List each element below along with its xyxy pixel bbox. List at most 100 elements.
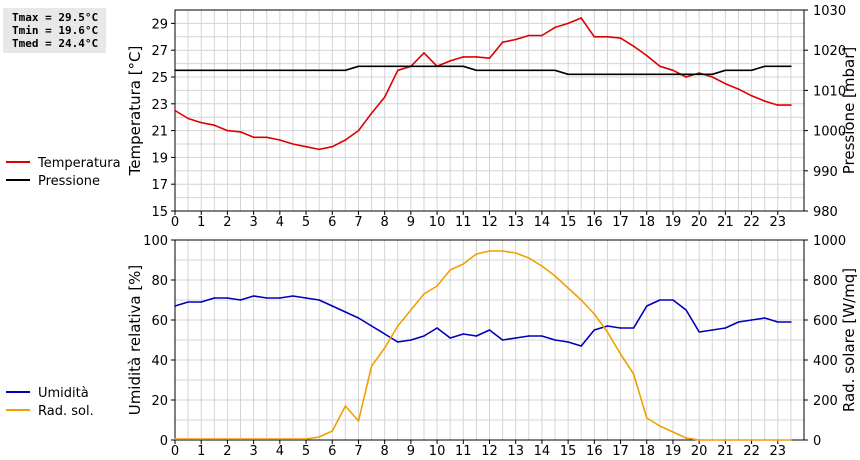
top-series-pressione-point xyxy=(226,69,229,72)
bottom-series-rad-sol-point xyxy=(397,325,399,327)
top-series-pressione-point xyxy=(501,69,504,72)
bottom-series-umidit-point xyxy=(397,341,399,343)
bottom-series-umidit-point xyxy=(685,309,687,311)
top-series-pressione-point xyxy=(580,73,582,76)
top-series-pressione-point xyxy=(213,69,216,72)
top-x-tick-label: 7 xyxy=(354,215,362,230)
top-series-temperatura-point xyxy=(659,65,661,68)
bottom-series-rad-sol-point xyxy=(252,438,255,440)
top-series-temperatura-point xyxy=(606,36,609,38)
bottom-x-tick-label: 0 xyxy=(171,444,179,459)
tmed-text: Tmed = 24.4°C xyxy=(12,37,99,50)
bottom-series-rad-sol-point xyxy=(606,331,609,333)
bottom-series-umidit-line xyxy=(174,295,791,347)
top-series-temperatura-point xyxy=(593,36,596,38)
bottom-series-rad-sol-point xyxy=(357,420,360,422)
top-series-temperatura-point xyxy=(279,139,281,141)
bottom-y2-tick-label: 600 xyxy=(813,314,838,329)
bottom-series-umidit-point xyxy=(265,297,268,299)
bottom-series-umidit-point xyxy=(698,331,700,333)
top-x-tick-label: 1 xyxy=(197,215,205,230)
bottom-series-rad-sol-point xyxy=(344,405,347,407)
bottom-series-umidit-point xyxy=(750,319,753,321)
bottom-series-rad-sol-point xyxy=(383,347,386,349)
bottom-x-tick-label: 1 xyxy=(197,444,205,459)
top-series-temperatura-point xyxy=(292,143,294,145)
top-x-tick-label: 11 xyxy=(455,215,472,230)
bottom-y-tick-label: 80 xyxy=(151,274,168,289)
top-series-temperatura-point xyxy=(174,109,176,112)
top-y-tick-label: 27 xyxy=(151,44,168,59)
bottom-series-umidit-point xyxy=(462,333,465,335)
bottom-series-rad-sol-point xyxy=(213,438,216,440)
top-y-tick-label: 15 xyxy=(151,205,168,220)
bottom-series-rad-sol-line xyxy=(175,250,791,441)
bottom-series-umidit-point xyxy=(475,335,478,337)
bottom-x-tick-label: 23 xyxy=(770,444,787,459)
top-series-temperatura-point xyxy=(672,69,674,72)
top-series-temperatura-point xyxy=(685,76,687,78)
bottom-series-rad-sol-point xyxy=(737,439,740,441)
bottom-x-tick-label: 2 xyxy=(223,444,231,459)
top-series-temperatura-point xyxy=(318,148,320,151)
top-series-pressione-point xyxy=(488,69,491,72)
top-series-pressione-point xyxy=(383,65,386,68)
top-x-tick-label: 10 xyxy=(429,215,446,230)
bottom-series-rad-sol-point xyxy=(554,275,556,277)
top-x-tick-label: 3 xyxy=(249,215,257,230)
top-series-temperatura-point xyxy=(187,117,189,120)
bottom-series-umidit-point xyxy=(501,339,504,341)
top-series-pressione-point xyxy=(252,69,255,72)
top-series-temperatura-point xyxy=(501,41,504,43)
bottom-series-umidit-point xyxy=(790,321,792,323)
bottom-series-umidit-point xyxy=(554,339,556,341)
bottom-series-rad-sol-point xyxy=(698,439,700,441)
top-x-tick-label: 5 xyxy=(302,215,310,230)
top-y2-tick-label: 1010 xyxy=(813,84,846,99)
top-x-tick-label: 18 xyxy=(638,215,655,230)
top-series-pressione-point xyxy=(672,73,674,76)
top-series-pressione-point xyxy=(698,73,700,76)
top-ylabel: Temperatura [°C] xyxy=(126,46,144,177)
top-series-pressione-point xyxy=(763,65,766,68)
bottom-series-rad-sol-point xyxy=(580,299,582,301)
top-series-pressione-point xyxy=(750,69,753,72)
bottom-x-tick-label: 3 xyxy=(249,444,257,459)
top-series-pressione-point xyxy=(619,73,622,76)
top-y-tick-label: 29 xyxy=(151,17,168,32)
bottom-series-rad-sol-point xyxy=(239,438,242,440)
top-series-temperatura-point xyxy=(252,136,255,139)
bottom-series-umidit-point xyxy=(672,299,674,301)
bottom-series-rad-sol-point xyxy=(449,269,452,271)
top-series-pressione-point xyxy=(239,69,242,72)
bottom-series-umidit-point xyxy=(383,333,386,335)
bottom-series-umidit-point xyxy=(410,339,412,341)
top-series-pressione-point xyxy=(357,65,360,68)
top-series-pressione-point xyxy=(462,65,465,68)
bottom-series-rad-sol-point xyxy=(265,438,268,440)
top-y2label: Pressione [mbar] xyxy=(840,47,858,175)
top-series-pressione-point xyxy=(436,65,438,68)
bottom-series-rad-sol-point xyxy=(331,430,334,432)
bottom-y-tick-label: 60 xyxy=(151,314,168,329)
top-series-pressione-point xyxy=(200,69,202,72)
bottom-series-rad-sol-point xyxy=(436,285,438,287)
top-series-temperatura-point xyxy=(737,88,740,90)
bottom-series-umidit-point xyxy=(252,295,255,297)
legend-label-rad-sol: Rad. sol. xyxy=(38,404,94,419)
top-series-temperatura-point xyxy=(383,96,386,98)
bottom-series-umidit-point xyxy=(646,305,648,307)
bottom-x-tick-label: 8 xyxy=(381,444,389,459)
bottom-series-umidit-point xyxy=(777,321,779,323)
top-series-temperatura-point xyxy=(239,131,242,133)
top-x-tick-label: 12 xyxy=(481,215,498,230)
top-series-temperatura-point xyxy=(632,45,635,47)
top-series-temperatura-point xyxy=(580,17,582,19)
top-series-temperatura-point xyxy=(265,136,268,139)
top-x-tick-label: 14 xyxy=(534,215,551,230)
bottom-series-umidit-point xyxy=(449,337,452,339)
top-series-pressione-point xyxy=(265,69,268,72)
bottom-y2-tick-label: 800 xyxy=(813,274,838,289)
top-x-tick-label: 23 xyxy=(770,215,787,230)
